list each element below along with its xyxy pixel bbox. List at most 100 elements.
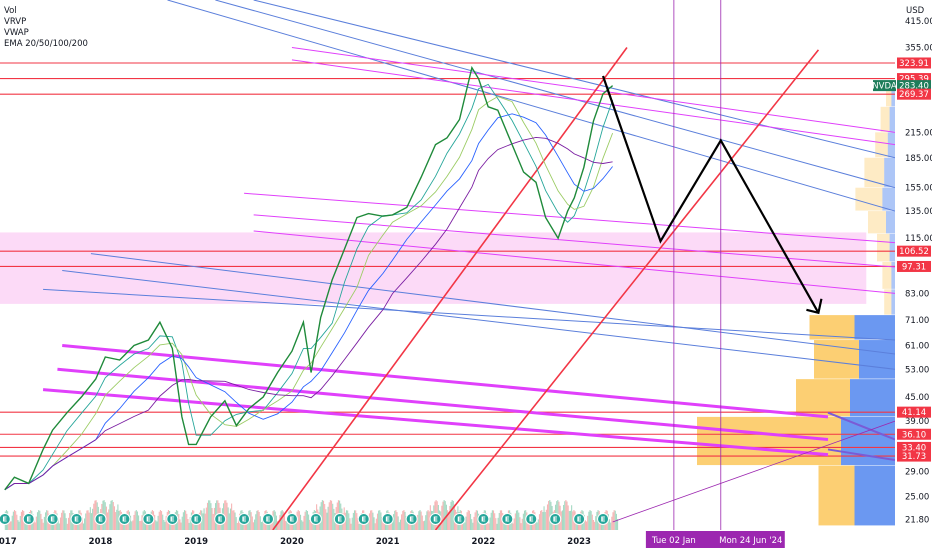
volume-bar [495,518,497,530]
volume-bar [349,518,351,530]
vrvp-bin-down [859,340,895,379]
volume-bar [571,505,573,530]
volume-bar [12,511,14,530]
volume-bar [320,502,322,530]
volume-bar [306,511,308,530]
volume-bar [348,513,350,530]
volume-bar [182,512,184,530]
volume-bar [467,510,469,530]
vrvp-bin-down [891,289,895,315]
volume-bar [584,520,586,530]
volume-bar [591,514,593,530]
earnings-marker [333,513,346,525]
volume-bar [443,500,445,530]
blue-thick-trendline [827,448,896,462]
volume-bar [417,514,419,530]
volume-bar [607,514,609,530]
price-label-badge [897,450,931,462]
volume-bar [424,520,426,530]
volume-bar [595,516,597,530]
price-label-badge [897,441,931,453]
volume-bar [560,511,562,530]
volume-bar [390,522,392,530]
volume-bar [327,506,329,530]
volume-bar [324,504,326,530]
volume-bar [67,517,70,530]
volume-bar [274,511,276,530]
volume-bar [544,512,546,530]
ema-line [4,96,614,491]
volume-bar [491,510,493,530]
earnings-marker [549,513,562,525]
projection-arrowhead [806,298,823,315]
volume-bar [610,522,612,530]
volume-bar [155,520,157,530]
volume-bar [84,518,86,530]
earnings-marker-label: E [194,516,199,524]
projected-path [601,75,823,315]
volume-bar [258,511,260,530]
volume-bar [134,511,136,530]
earnings-marker [118,513,131,525]
earnings-marker [501,513,514,525]
indicator-vrvp[interactable]: VRVP [4,17,27,27]
volume-bar [344,512,346,530]
indicator-vwap[interactable]: VWAP [4,28,29,38]
volume-bar [281,510,283,530]
volume-bar [196,523,198,530]
blue-trendline [167,0,896,212]
volume-bar [401,514,403,530]
y-tick-label: 415.00 [905,17,932,27]
vertical-marker-label: Tue 02 Jan [651,536,696,546]
volume-bar [536,522,538,530]
indicator-ema[interactable]: EMA 20/50/100/200 [4,39,88,49]
earnings-marker-label: E [553,516,558,524]
volume-bar [44,512,47,530]
volume-bar [475,510,477,530]
volume-bar [117,504,119,530]
earnings-marker [70,513,83,525]
volume-bar [472,522,474,530]
volume-bar [326,512,328,530]
volume-bar [236,523,238,530]
volume-bar [249,510,251,530]
volume-bar [466,512,468,530]
blue-trendline [90,253,896,355]
volume-bar [65,518,67,530]
volume-bar [328,502,330,530]
volume-bar [366,523,368,530]
volume-bar [403,510,405,530]
magenta-thick-trendline [62,343,829,419]
volume-bar [520,523,522,530]
volume-bar [205,507,207,530]
volume-bar [278,520,280,530]
volume-bar [107,512,109,530]
earnings-marker-label: E [529,516,534,524]
volume-bar [212,513,214,530]
vrvp-bin-down [841,416,895,466]
volume-bar [497,517,499,530]
volume-bar [280,511,282,530]
vrvp-bin-down [891,261,895,289]
volume-bar [416,520,418,530]
indicator-vol[interactable]: Vol [4,6,17,16]
volume-bar [518,512,520,530]
volume-bar [371,510,373,530]
volume-bar [380,512,382,530]
y-tick-label: 25.00 [905,492,929,502]
vrvp-bin-down [884,157,895,188]
volume-bar [15,511,17,530]
price-label-badge [897,88,931,100]
volume-bar [140,520,142,530]
volume-bar [133,514,135,530]
volume-bar [283,515,286,530]
volume-bar [302,521,304,530]
volume-bar [471,519,473,530]
volume-bar [425,515,427,530]
volume-bar [81,517,83,530]
volume-bar [43,516,45,530]
volume-bar [523,510,526,530]
volume-bar [298,511,300,530]
